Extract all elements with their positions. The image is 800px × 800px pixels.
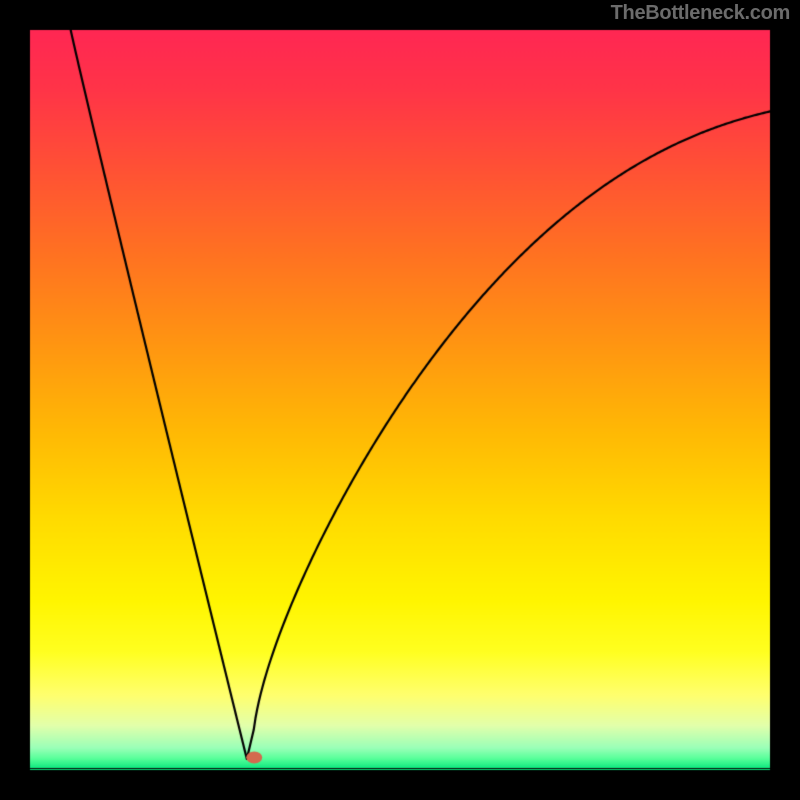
chart-stage: TheBottleneck.com xyxy=(0,0,800,800)
bottleneck-chart-canvas xyxy=(0,0,800,800)
watermark-text: TheBottleneck.com xyxy=(611,2,790,25)
